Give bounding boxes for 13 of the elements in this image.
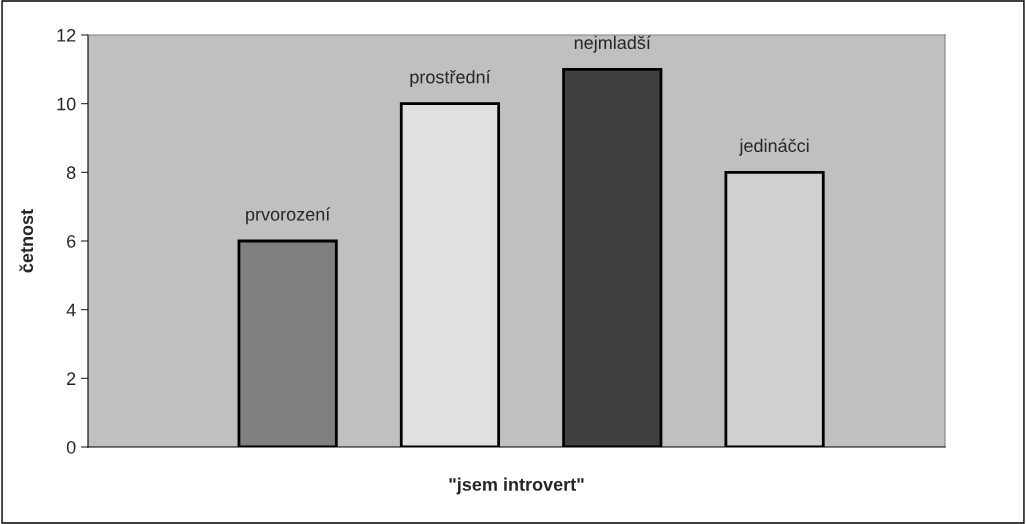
y-tick-label: 10 (57, 97, 76, 111)
x-tick-label: jedináčci (739, 138, 809, 156)
x-tick-label: nejmladší (574, 35, 651, 53)
x-axis-title: "jsem introvert" (449, 477, 584, 495)
y-axis-title: četnost (19, 209, 34, 273)
y-tick-label: 2 (67, 372, 76, 385)
y-tick-label: 6 (67, 234, 76, 248)
x-tick-label: prvorození (246, 207, 331, 225)
x-tick-label: prostřední (410, 69, 491, 87)
y-tick-label: 8 (66, 166, 76, 180)
y-tick-label: 4 (66, 303, 76, 317)
y-tick-label: 0 (66, 440, 76, 454)
y-tick-label: 12 (57, 28, 76, 42)
